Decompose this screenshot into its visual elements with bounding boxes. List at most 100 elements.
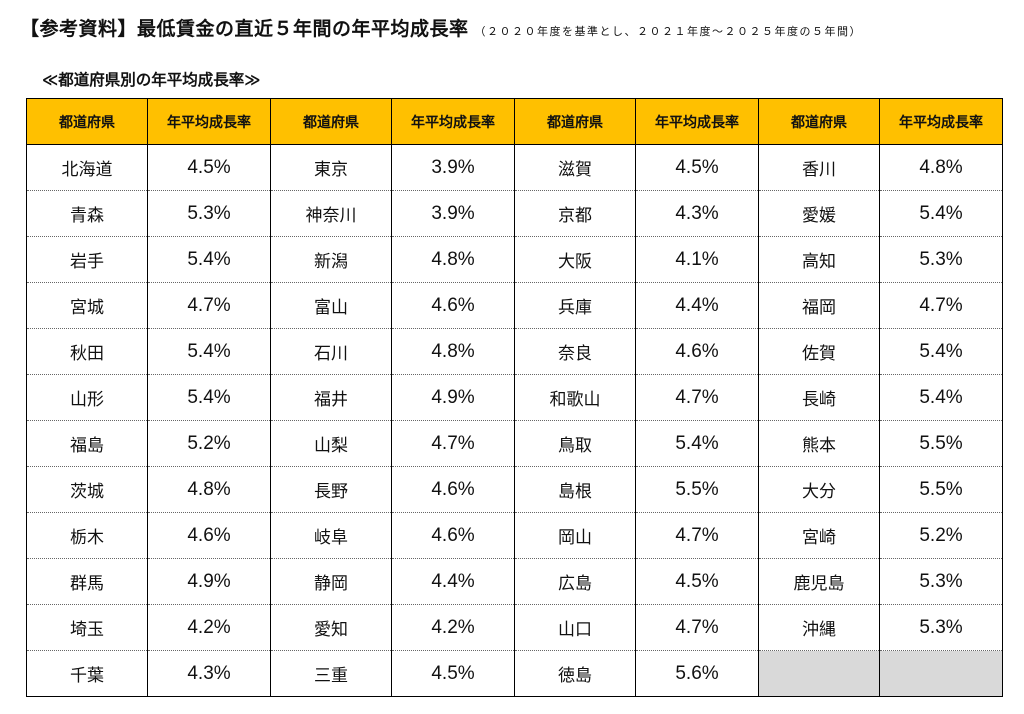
document-title: 【参考資料】最低賃金の直近５年間の年平均成長率 （２０２０年度を基準とし、２０２１… [20, 14, 862, 41]
header-prefecture: 都道府県 [270, 98, 392, 145]
prefecture-name: 鳥取 [514, 420, 636, 467]
prefecture-name: 滋賀 [514, 144, 636, 191]
prefecture-name: 熊本 [758, 420, 880, 467]
growth-rate-value: 4.6% [635, 328, 759, 375]
prefecture-name: 青森 [26, 190, 148, 237]
table-header-row: 都道府県 年平均成長率 都道府県 年平均成長率 都道府県 年平均成長率 都道府県 年平均成長率 [26, 98, 1003, 145]
table-row: 青森 5.3% 神奈川 3.9% 京都 4.3% 愛媛 5.4% [26, 190, 1003, 237]
prefecture-name: 福井 [270, 374, 392, 421]
header-growth-rate: 年平均成長率 [635, 98, 759, 145]
prefecture-name: 千葉 [26, 650, 148, 697]
prefecture-name: 富山 [270, 282, 392, 329]
growth-rate-value: 4.8% [147, 466, 271, 513]
prefecture-name: 沖縄 [758, 604, 880, 651]
header-growth-rate: 年平均成長率 [147, 98, 271, 145]
prefecture-name: 茨城 [26, 466, 148, 513]
growth-rate-value: 4.6% [147, 512, 271, 559]
prefecture-name: 長野 [270, 466, 392, 513]
table-row: 山形 5.4% 福井 4.9% 和歌山 4.7% 長崎 5.4% [26, 374, 1003, 421]
prefecture-name: 香川 [758, 144, 880, 191]
prefecture-name: 群馬 [26, 558, 148, 605]
growth-rate-value: 5.3% [879, 236, 1003, 283]
growth-rate-value: 4.8% [391, 236, 515, 283]
growth-rate-value: 4.9% [147, 558, 271, 605]
growth-rate-value: 5.3% [879, 558, 1003, 605]
prefecture-name: 岩手 [26, 236, 148, 283]
prefecture-name: 新潟 [270, 236, 392, 283]
prefecture-name: 岡山 [514, 512, 636, 559]
prefecture-name: 山形 [26, 374, 148, 421]
growth-rate-value: 5.5% [635, 466, 759, 513]
prefecture-name: 東京 [270, 144, 392, 191]
table-row: 千葉 4.3% 三重 4.5% 徳島 5.6% [26, 650, 1003, 697]
growth-rate-value: 4.4% [391, 558, 515, 605]
growth-rate-value: 4.8% [391, 328, 515, 375]
prefecture-name: 宮城 [26, 282, 148, 329]
prefecture-name: 広島 [514, 558, 636, 605]
growth-rate-value: 4.7% [147, 282, 271, 329]
table-row: 福島 5.2% 山梨 4.7% 鳥取 5.4% 熊本 5.5% [26, 420, 1003, 467]
prefecture-name: 高知 [758, 236, 880, 283]
growth-rate-value: 4.6% [391, 282, 515, 329]
growth-rate-value: 4.7% [635, 374, 759, 421]
prefecture-name: 徳島 [514, 650, 636, 697]
growth-rate-value: 5.5% [879, 420, 1003, 467]
growth-rate-value: 4.3% [635, 190, 759, 237]
prefecture-name: 長崎 [758, 374, 880, 421]
prefecture-name: 大阪 [514, 236, 636, 283]
growth-rate-value: 4.7% [635, 604, 759, 651]
growth-rate-value: 4.4% [635, 282, 759, 329]
table-row: 群馬 4.9% 静岡 4.4% 広島 4.5% 鹿児島 5.3% [26, 558, 1003, 605]
prefecture-name: 愛知 [270, 604, 392, 651]
growth-rate-value: 3.9% [391, 144, 515, 191]
growth-rate-value: 4.2% [391, 604, 515, 651]
growth-rate-value: 4.5% [391, 650, 515, 697]
title-main: 【参考資料】最低賃金の直近５年間の年平均成長率 [20, 18, 469, 40]
prefecture-name: 大分 [758, 466, 880, 513]
growth-rate-value: 4.1% [635, 236, 759, 283]
table-row: 岩手 5.4% 新潟 4.8% 大阪 4.1% 高知 5.3% [26, 236, 1003, 283]
prefecture-name: 石川 [270, 328, 392, 375]
prefecture-name: 秋田 [26, 328, 148, 375]
growth-rate-value: 5.2% [879, 512, 1003, 559]
prefecture-name: 埼玉 [26, 604, 148, 651]
table-row: 秋田 5.4% 石川 4.8% 奈良 4.6% 佐賀 5.4% [26, 328, 1003, 375]
table-heading: ≪都道府県別の年平均成長率≫ [42, 71, 261, 89]
table-row: 宮城 4.7% 富山 4.6% 兵庫 4.4% 福岡 4.7% [26, 282, 1003, 329]
table-row: 北海道 4.5% 東京 3.9% 滋賀 4.5% 香川 4.8% [26, 144, 1003, 191]
growth-rate-value: 5.4% [879, 374, 1003, 421]
growth-rate-value: 4.5% [635, 144, 759, 191]
growth-rate-value: 4.2% [147, 604, 271, 651]
prefecture-name: 奈良 [514, 328, 636, 375]
title-subtitle: （２０２０年度を基準とし、２０２１年度～２０２５年度の５年間） [474, 25, 863, 38]
table-row: 埼玉 4.2% 愛知 4.2% 山口 4.7% 沖縄 5.3% [26, 604, 1003, 651]
table-row: 栃木 4.6% 岐阜 4.6% 岡山 4.7% 宮崎 5.2% [26, 512, 1003, 559]
growth-rate-value: 4.6% [391, 466, 515, 513]
growth-rate-value: 4.7% [879, 282, 1003, 329]
prefecture-name: 宮崎 [758, 512, 880, 559]
growth-rate-value: 4.5% [635, 558, 759, 605]
growth-rate-value: 4.7% [391, 420, 515, 467]
prefecture-name: 兵庫 [514, 282, 636, 329]
header-prefecture: 都道府県 [758, 98, 880, 145]
growth-rate-value: 5.3% [147, 190, 271, 237]
prefecture-name: 山梨 [270, 420, 392, 467]
growth-rate-value: 5.4% [147, 236, 271, 283]
prefecture-name: 山口 [514, 604, 636, 651]
growth-rate-value: 5.6% [635, 650, 759, 697]
prefecture-name: 鹿児島 [758, 558, 880, 605]
growth-rate-value: 5.2% [147, 420, 271, 467]
prefecture-name: 島根 [514, 466, 636, 513]
growth-rate-value: 4.3% [147, 650, 271, 697]
prefecture-name: 岐阜 [270, 512, 392, 559]
table-row: 茨城 4.8% 長野 4.6% 島根 5.5% 大分 5.5% [26, 466, 1003, 513]
growth-rate-value: 5.4% [147, 328, 271, 375]
header-prefecture: 都道府県 [26, 98, 148, 145]
prefecture-growth-rate-table: 都道府県 年平均成長率 都道府県 年平均成長率 都道府県 年平均成長率 都道府県 年平均成長率… [26, 98, 1003, 697]
prefecture-name: 福岡 [758, 282, 880, 329]
growth-rate-value: 5.4% [879, 190, 1003, 237]
prefecture-name: 佐賀 [758, 328, 880, 375]
growth-rate-value: 4.6% [391, 512, 515, 559]
prefecture-name: 神奈川 [270, 190, 392, 237]
prefecture-name: 三重 [270, 650, 392, 697]
